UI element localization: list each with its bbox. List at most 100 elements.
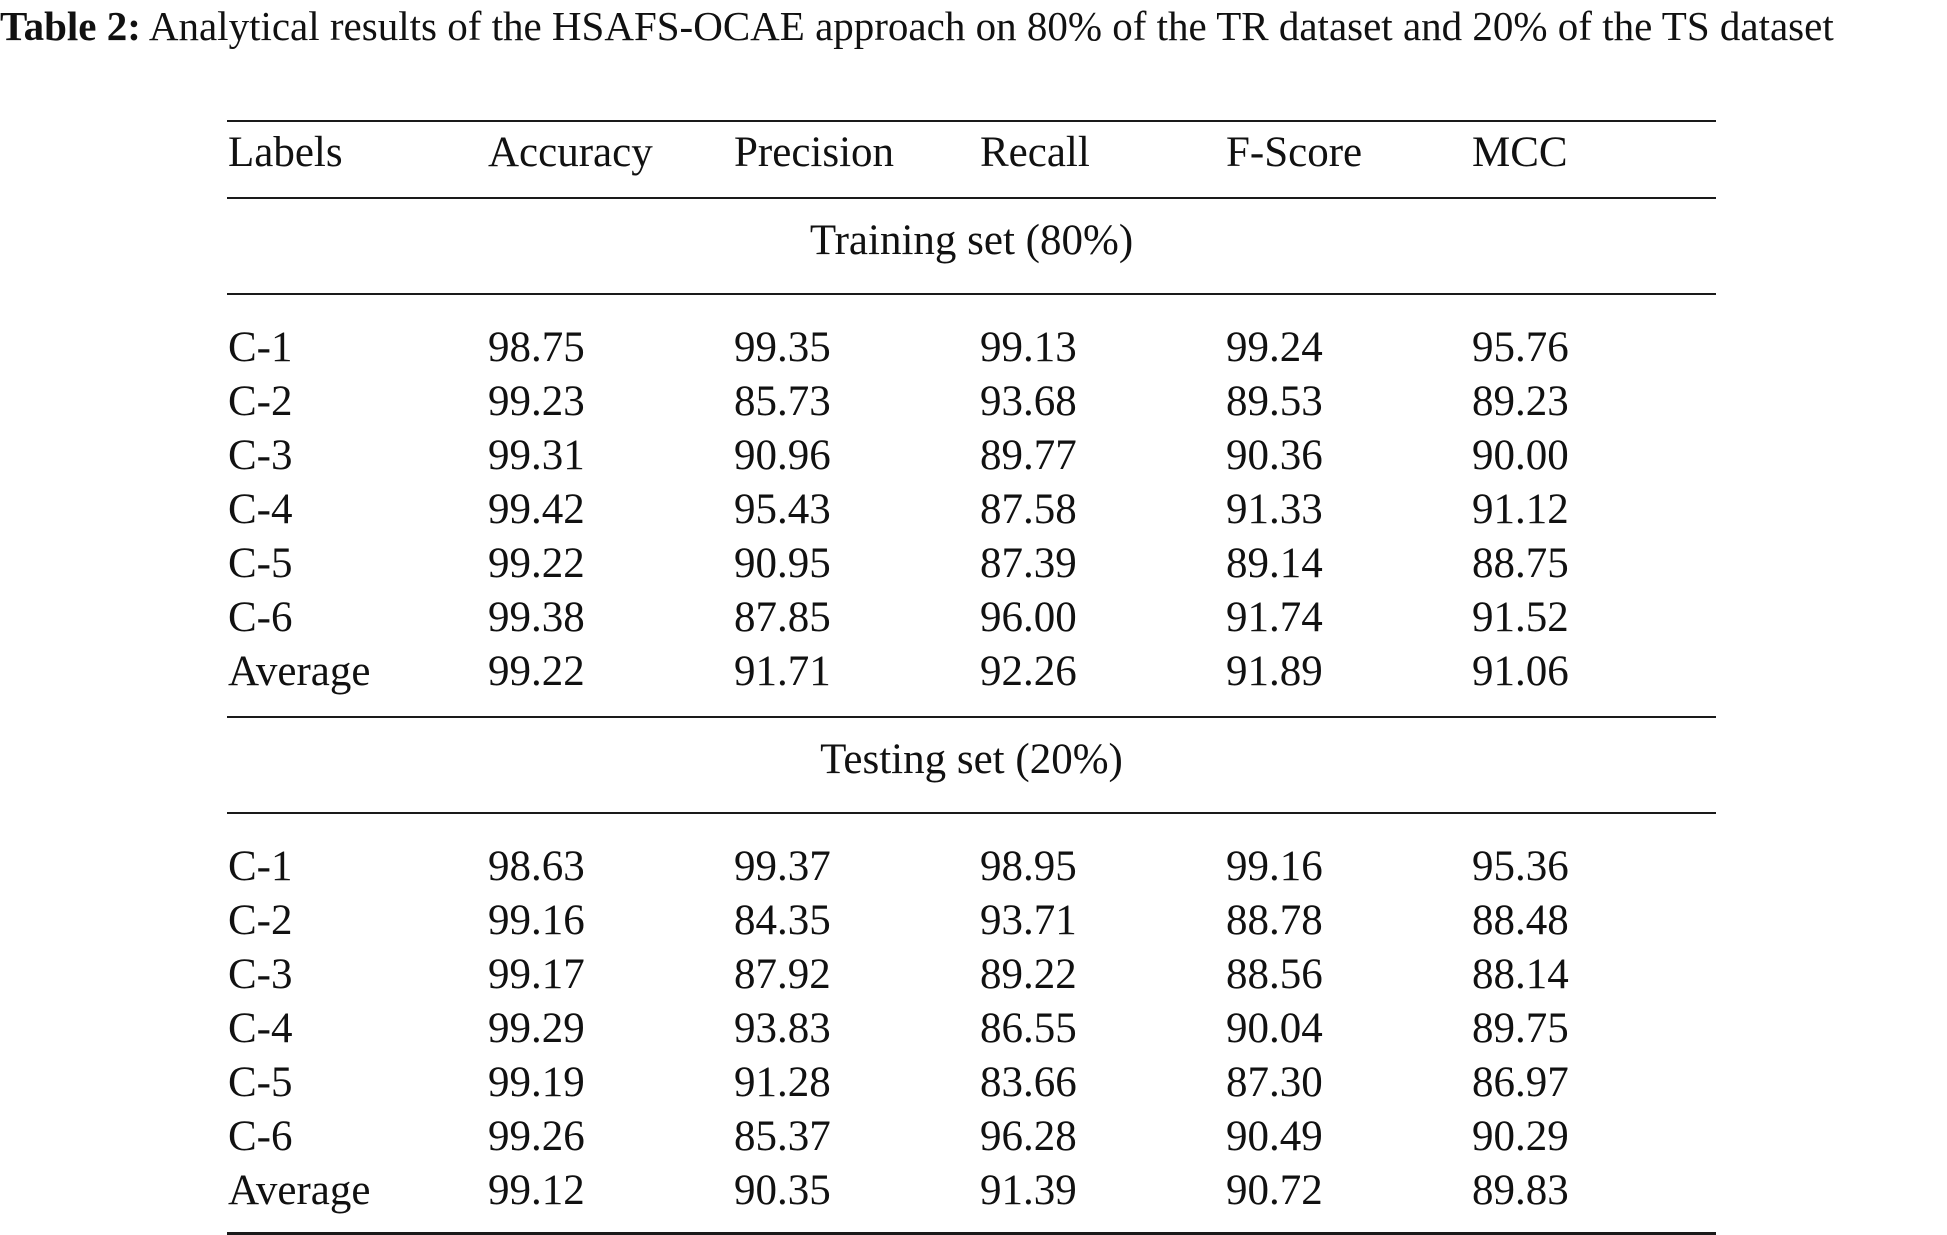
cell-mcc: 91.12 [1472,486,1569,533]
table-row: C-3 99.17 87.92 89.22 88.56 88.14 [0,948,1947,1002]
cell-precision: 90.96 [734,432,831,479]
cell-accuracy: 99.29 [488,1005,585,1052]
cell-f-score: 87.30 [1226,1059,1323,1106]
cell-f-score: 88.56 [1226,951,1323,998]
cell-recall: 87.58 [980,486,1077,533]
cell-label: C-1 [228,324,293,371]
cell-precision: 85.37 [734,1113,831,1160]
cell-label: Average [228,1167,371,1214]
cell-label: C-3 [228,951,293,998]
cell-label: C-6 [228,594,293,641]
cell-mcc: 95.76 [1472,324,1569,371]
cell-precision: 99.35 [734,324,831,371]
table-row: C-4 99.42 95.43 87.58 91.33 91.12 [0,483,1947,537]
table-row: C-5 99.19 91.28 83.66 87.30 86.97 [0,1056,1947,1110]
cell-precision: 90.35 [734,1167,831,1214]
cell-recall: 91.39 [980,1167,1077,1214]
cell-precision: 91.28 [734,1059,831,1106]
cell-mcc: 91.06 [1472,648,1569,695]
table-row: C-3 99.31 90.96 89.77 90.36 90.00 [0,429,1947,483]
cell-accuracy: 99.16 [488,897,585,944]
cell-label: C-2 [228,378,293,425]
cell-f-score: 90.04 [1226,1005,1323,1052]
cell-f-score: 88.78 [1226,897,1323,944]
table-row: C-4 99.29 93.83 86.55 90.04 89.75 [0,1002,1947,1056]
cell-mcc: 89.75 [1472,1005,1569,1052]
cell-precision: 95.43 [734,486,831,533]
cell-f-score: 91.33 [1226,486,1323,533]
cell-recall: 87.39 [980,540,1077,587]
section-title-testing: Testing set (20%) [820,736,1123,783]
table-row: Average 99.22 91.71 92.26 91.89 91.06 [0,645,1947,699]
cell-recall: 83.66 [980,1059,1077,1106]
cell-f-score: 89.14 [1226,540,1323,587]
table-top-rule [227,120,1716,122]
cell-accuracy: 99.19 [488,1059,585,1106]
cell-f-score: 90.49 [1226,1113,1323,1160]
cell-accuracy: 99.31 [488,432,585,479]
cell-label: C-4 [228,1005,293,1052]
cell-precision: 85.73 [734,378,831,425]
table-row: Average 99.12 90.35 91.39 90.72 89.83 [0,1164,1947,1218]
table-row: C-1 98.75 99.35 99.13 99.24 95.76 [0,321,1947,375]
header-recall: Recall [980,129,1090,176]
testing-title-rule [227,812,1716,814]
cell-accuracy: 98.63 [488,843,585,890]
cell-mcc: 90.00 [1472,432,1569,479]
cell-accuracy: 99.26 [488,1113,585,1160]
table-row: C-6 99.26 85.37 96.28 90.49 90.29 [0,1110,1947,1164]
cell-recall: 96.00 [980,594,1077,641]
cell-f-score: 91.74 [1226,594,1323,641]
cell-mcc: 86.97 [1472,1059,1569,1106]
cell-precision: 84.35 [734,897,831,944]
cell-recall: 96.28 [980,1113,1077,1160]
cell-f-score: 91.89 [1226,648,1323,695]
training-title-rule [227,293,1716,295]
table-caption-text: Analytical results of the HSAFS-OCAE app… [140,3,1834,49]
cell-precision: 91.71 [734,648,831,695]
header-mcc: MCC [1472,129,1568,176]
table-row: C-2 99.23 85.73 93.68 89.53 89.23 [0,375,1947,429]
cell-accuracy: 99.23 [488,378,585,425]
cell-label: C-5 [228,540,293,587]
cell-precision: 99.37 [734,843,831,890]
section-title-training: Training set (80%) [809,217,1134,264]
table-caption: Table 2: Analytical results of the HSAFS… [0,0,1947,52]
cell-f-score: 99.24 [1226,324,1323,371]
cell-accuracy: 99.42 [488,486,585,533]
header-bottom-rule [227,197,1716,199]
cell-mcc: 90.29 [1472,1113,1569,1160]
table-row: C-6 99.38 87.85 96.00 91.74 91.52 [0,591,1947,645]
cell-recall: 92.26 [980,648,1077,695]
cell-label: C-4 [228,486,293,533]
cell-f-score: 99.16 [1226,843,1323,890]
header-precision: Precision [734,129,895,176]
header-row: Labels Accuracy Precision Recall F-Score… [0,126,1947,180]
cell-mcc: 89.23 [1472,378,1569,425]
cell-label: C-1 [228,843,293,890]
cell-mcc: 95.36 [1472,843,1569,890]
cell-f-score: 90.36 [1226,432,1323,479]
cell-f-score: 90.72 [1226,1167,1323,1214]
cell-recall: 89.22 [980,951,1077,998]
table-row: C-1 98.63 99.37 98.95 99.16 95.36 [0,840,1947,894]
header-accuracy: Accuracy [488,129,653,176]
header-labels: Labels [228,129,343,176]
cell-recall: 86.55 [980,1005,1077,1052]
cell-label: C-5 [228,1059,293,1106]
header-f-score: F-Score [1226,129,1363,176]
cell-mcc: 88.75 [1472,540,1569,587]
cell-precision: 90.95 [734,540,831,587]
table-row: C-5 99.22 90.95 87.39 89.14 88.75 [0,537,1947,591]
table-row: C-2 99.16 84.35 93.71 88.78 88.48 [0,894,1947,948]
cell-label: C-3 [228,432,293,479]
cell-accuracy: 99.22 [488,540,585,587]
cell-accuracy: 98.75 [488,324,585,371]
cell-accuracy: 99.38 [488,594,585,641]
cell-accuracy: 99.12 [488,1167,585,1214]
cell-recall: 93.68 [980,378,1077,425]
cell-f-score: 89.53 [1226,378,1323,425]
cell-mcc: 88.48 [1472,897,1569,944]
cell-recall: 98.95 [980,843,1077,890]
table-caption-label: Table 2: [0,3,141,49]
